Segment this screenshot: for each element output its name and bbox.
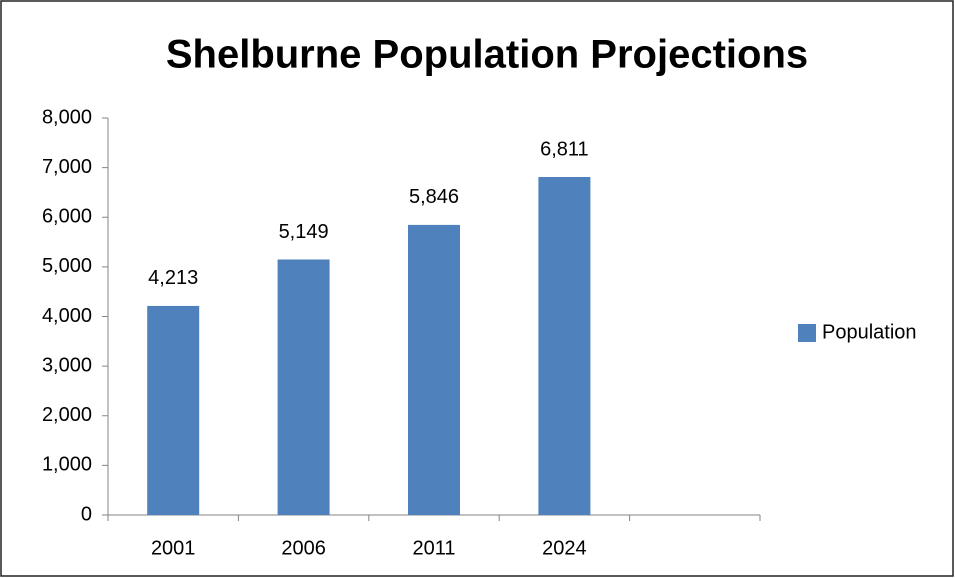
x-tick-label: 2006 [281, 537, 326, 559]
chart-title: Shelburne Population Projections [166, 33, 808, 77]
legend-swatch [798, 324, 816, 342]
bar [408, 224, 460, 515]
y-tick-label: 4,000 [42, 305, 92, 327]
y-tick-label: 5,000 [42, 255, 92, 277]
bar [277, 259, 330, 515]
bar [147, 305, 200, 515]
data-label: 5,149 [279, 221, 329, 243]
y-tick-label: 3,000 [42, 354, 92, 376]
x-tick-label: 2001 [151, 537, 196, 559]
bar [538, 177, 591, 515]
data-label: 6,811 [540, 138, 589, 160]
y-tick-label: 7,000 [42, 156, 92, 178]
y-tick-label: 1,000 [42, 454, 92, 476]
data-label: 4,213 [148, 267, 198, 289]
y-tick-label: 8,000 [42, 106, 92, 128]
x-tick-label: 2024 [542, 537, 587, 559]
y-tick-label: 0 [81, 503, 92, 525]
y-tick-label: 6,000 [42, 206, 92, 228]
legend-label: Population [822, 321, 917, 343]
y-tick-label: 2,000 [42, 404, 92, 426]
data-label: 5,846 [409, 186, 459, 208]
x-tick-label: 2011 [412, 537, 455, 559]
